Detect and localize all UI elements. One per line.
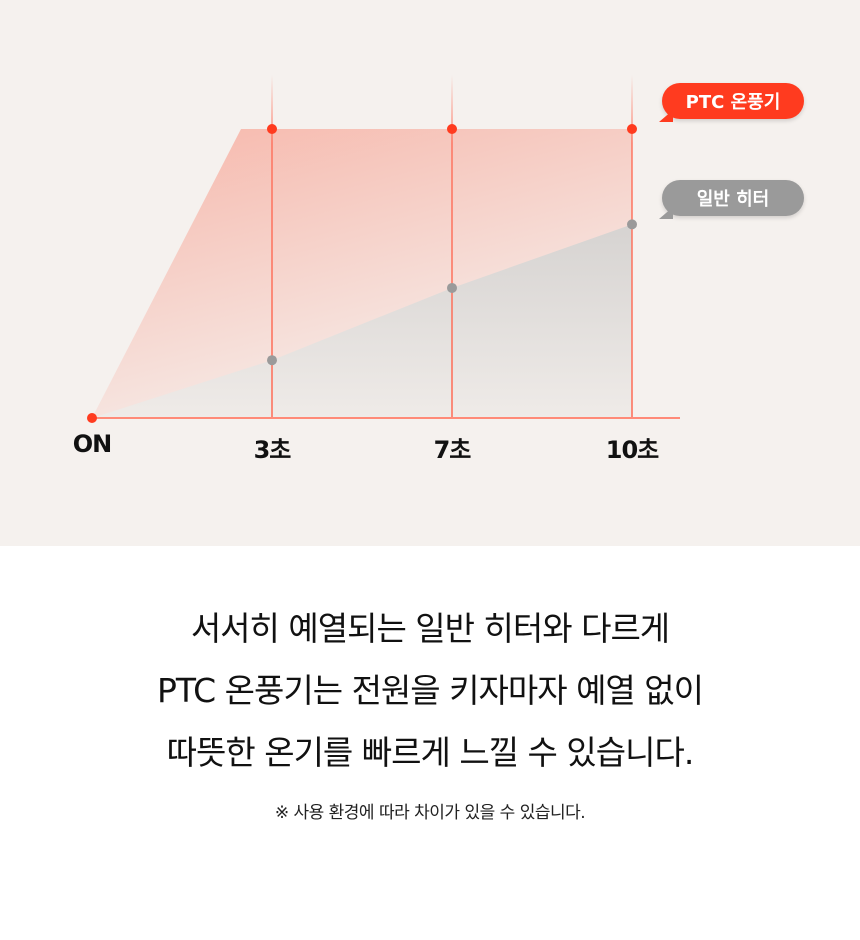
ptc-point bbox=[87, 413, 97, 423]
legend-label: PTC 온풍기 bbox=[685, 92, 781, 113]
legend-label: 일반 히터 bbox=[696, 189, 770, 210]
x-tick-label: 7초 bbox=[433, 436, 472, 464]
description-line: 서서히 예열되는 일반 히터와 다르게 bbox=[190, 609, 670, 648]
description: 서서히 예열되는 일반 히터와 다르게 PTC 온풍기는 전원을 키자마자 예열… bbox=[0, 598, 860, 784]
gridline-1 bbox=[271, 75, 273, 418]
heating-chart bbox=[87, 75, 680, 423]
x-tick-label: ON bbox=[72, 430, 112, 458]
regular-point bbox=[267, 355, 277, 366]
disclaimer-note: ※ 사용 환경에 따라 차이가 있을 수 있습니다. bbox=[274, 803, 586, 823]
description-line: 따뜻한 온기를 빠르게 느낄 수 있습니다. bbox=[166, 733, 695, 772]
legend-ptc-heater: PTC 온풍기 bbox=[659, 83, 804, 122]
x-tick-label: 10초 bbox=[605, 436, 659, 464]
gridline-3 bbox=[631, 75, 633, 418]
ptc-point bbox=[267, 124, 277, 134]
gridline-2 bbox=[451, 75, 453, 418]
description-line: PTC 온풍기는 전원을 키자마자 예열 없이 bbox=[156, 671, 704, 710]
legend-regular-heater: 일반 히터 bbox=[659, 180, 804, 219]
ptc-point bbox=[447, 124, 457, 134]
regular-point bbox=[447, 282, 457, 293]
regular-point bbox=[627, 219, 637, 230]
x-tick-label: 3초 bbox=[253, 436, 292, 464]
ptc-point bbox=[627, 124, 637, 134]
regular-area bbox=[92, 224, 632, 418]
